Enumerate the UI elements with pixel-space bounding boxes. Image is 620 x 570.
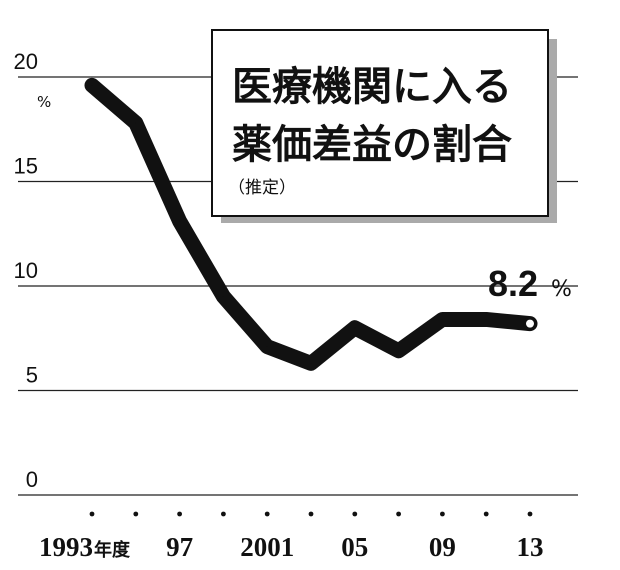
last-value-unit: % bbox=[551, 277, 572, 302]
x-tick-dot-2011 bbox=[483, 511, 489, 517]
title-box: 医療機関に入る 薬価差益の割合 （推定） bbox=[211, 29, 557, 223]
x-tick-dot-1995 bbox=[133, 511, 139, 517]
x-tick-label-2005: 05 bbox=[341, 532, 368, 562]
data-point-2003 bbox=[310, 362, 312, 364]
chart-subtitle: （推定） bbox=[228, 178, 296, 198]
series-layer bbox=[84, 77, 538, 371]
x-tick-dot-1997 bbox=[177, 511, 183, 517]
data-point-1993 bbox=[91, 84, 93, 86]
data-point-2005 bbox=[354, 327, 356, 329]
y-tick-label-10: 10 bbox=[14, 258, 38, 283]
y-tick-label-15: 15 bbox=[14, 154, 38, 179]
data-point-2007 bbox=[398, 350, 400, 352]
series-end-marker bbox=[523, 316, 537, 331]
x-tick-label-suffix: 年度 bbox=[94, 539, 131, 561]
title-box-frame bbox=[211, 29, 549, 217]
last-value-label: 8.2 % bbox=[488, 263, 572, 304]
x-tick-label-1997: 97 bbox=[166, 532, 193, 562]
y-tick-label-0: 0 bbox=[26, 467, 38, 492]
x-tick-dot-2009 bbox=[440, 511, 445, 517]
data-point-2011 bbox=[485, 318, 487, 320]
x-tick-label-text-1993: 1993 bbox=[39, 532, 93, 562]
x-tick-dot-1993 bbox=[89, 511, 95, 517]
data-point-1997 bbox=[179, 220, 181, 222]
chart-title-line-2: 薬価差益の割合 bbox=[232, 122, 512, 168]
y-tick-label-20: 20 bbox=[14, 49, 38, 74]
data-point-2009 bbox=[441, 318, 443, 320]
x-tick-dot-2013 bbox=[527, 511, 533, 517]
last-value-number: 8.2 bbox=[488, 263, 538, 304]
data-point-1995 bbox=[135, 122, 137, 124]
x-tick-label-1993: 1993年度 bbox=[39, 532, 131, 562]
y-axis-unit-label: % bbox=[37, 93, 51, 111]
data-point-2001 bbox=[266, 346, 268, 348]
data-point-1999 bbox=[222, 295, 224, 297]
x-tick-label-2001: 2001 bbox=[240, 532, 294, 562]
x-axis-tick-labels: 1993年度 97 2001 05 09 13 bbox=[39, 532, 544, 562]
x-tick-dot-2003 bbox=[308, 511, 314, 517]
chart-title-line-1: 医療機関に入る bbox=[232, 64, 512, 110]
x-tick-dot-2007 bbox=[396, 511, 401, 517]
x-tick-dot-2001 bbox=[264, 511, 270, 517]
x-tick-label-2009: 09 bbox=[429, 532, 456, 562]
x-tick-dot-2005 bbox=[352, 511, 358, 517]
y-tick-label-5: 5 bbox=[26, 363, 38, 388]
x-tick-label-2013: 13 bbox=[517, 532, 544, 562]
x-axis-tick-dots bbox=[89, 511, 533, 517]
x-tick-dot-1999 bbox=[221, 511, 226, 517]
y-axis-tick-labels: 0 5 10 15 20 bbox=[14, 49, 38, 492]
